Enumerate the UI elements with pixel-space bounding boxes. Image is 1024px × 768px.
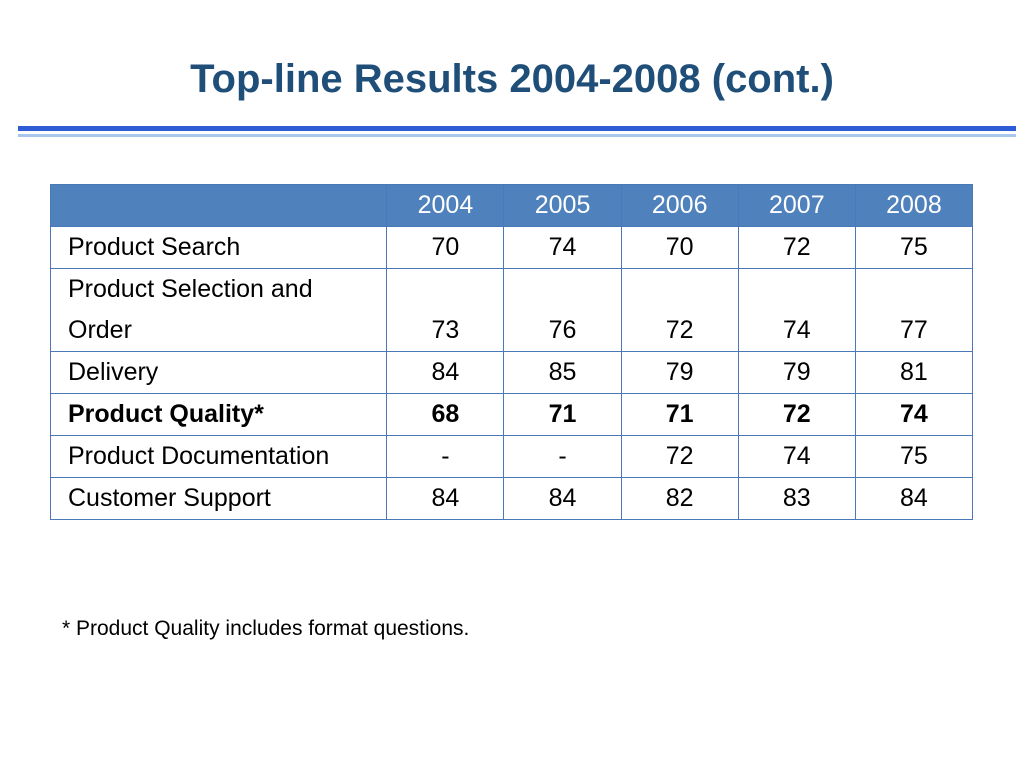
score-cell: 72 <box>620 268 739 352</box>
score-cell: 71 <box>503 393 622 436</box>
header-cell-year: 2006 <box>620 184 739 227</box>
score-cell: 84 <box>854 477 974 520</box>
score-cell: 74 <box>737 435 856 478</box>
score-cell: 74 <box>737 268 856 352</box>
score-cell: 70 <box>386 226 505 269</box>
results-table: 2004 2005 2006 2007 2008 Product Search … <box>49 184 974 520</box>
table-row: Product Search 70 74 70 72 75 <box>49 226 974 269</box>
score-cell: 75 <box>854 435 974 478</box>
score-cell: 70 <box>620 226 739 269</box>
score-cell: 85 <box>503 351 622 394</box>
header-cell-year: 2007 <box>737 184 856 227</box>
row-label: Delivery <box>49 351 388 394</box>
score-cell: 75 <box>854 226 974 269</box>
score-cell: 71 <box>620 393 739 436</box>
table-row: Delivery 84 85 79 79 81 <box>49 351 974 394</box>
footnote: * Product Quality includes format questi… <box>62 617 470 640</box>
title-underline-thin <box>18 134 1016 137</box>
score-cell: 68 <box>386 393 505 436</box>
score-cell: 73 <box>386 268 505 352</box>
slide-title: Top-line Results 2004-2008 (cont.) <box>190 57 834 101</box>
row-label: Product Quality* <box>49 393 388 436</box>
score-cell: 72 <box>737 393 856 436</box>
table-row-highlighted: Product Quality* 68 71 71 72 74 <box>49 393 974 436</box>
header-cell-year: 2005 <box>503 184 622 227</box>
score-cell: - <box>503 435 622 478</box>
header-cell-blank <box>49 184 388 227</box>
score-cell: 84 <box>503 477 622 520</box>
score-cell: 72 <box>620 435 739 478</box>
table-row: Product Documentation - - 72 74 75 <box>49 435 974 478</box>
score-cell: 81 <box>854 351 974 394</box>
header-cell-year: 2004 <box>386 184 505 227</box>
table-header-row: 2004 2005 2006 2007 2008 <box>49 184 974 227</box>
header-cell-year: 2008 <box>854 184 974 227</box>
title-underline-thick <box>18 126 1016 131</box>
score-cell: 84 <box>386 477 505 520</box>
score-cell: 74 <box>854 393 974 436</box>
score-cell: 79 <box>737 351 856 394</box>
row-label: Customer Support <box>49 477 388 520</box>
row-label: Product Search <box>49 226 388 269</box>
score-cell: 76 <box>503 268 622 352</box>
row-label: Product Documentation <box>49 435 388 478</box>
table-row: Product Selection and Order 73 76 72 74 … <box>49 268 974 352</box>
score-cell: 84 <box>386 351 505 394</box>
score-cell: 77 <box>854 268 974 352</box>
score-cell: 82 <box>620 477 739 520</box>
score-cell: 74 <box>503 226 622 269</box>
row-label: Product Selection and Order <box>49 268 388 352</box>
score-cell: 79 <box>620 351 739 394</box>
score-cell: 72 <box>737 226 856 269</box>
table-row: Customer Support 84 84 82 83 84 <box>49 477 974 520</box>
score-cell: 83 <box>737 477 856 520</box>
score-cell: - <box>386 435 505 478</box>
